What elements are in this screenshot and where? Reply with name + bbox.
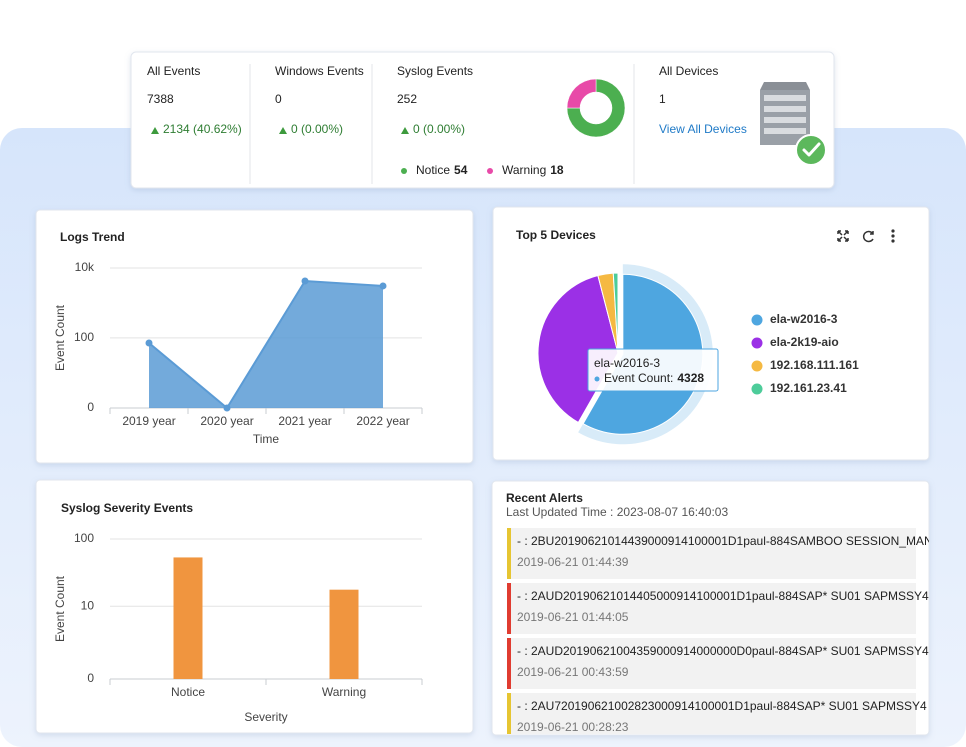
stat-value: 7388 bbox=[147, 92, 174, 106]
alert-item[interactable]: - : 2AUD20190621004359000914000000D0paul… bbox=[507, 638, 962, 689]
server-icon bbox=[760, 82, 827, 166]
legend-marker bbox=[751, 337, 763, 349]
y-tick-label: 100 bbox=[74, 531, 94, 545]
up-arrow bbox=[401, 127, 409, 134]
stat-change: 0 (0.00%) bbox=[413, 122, 465, 136]
tooltip-label: Event Count: bbox=[604, 371, 673, 385]
legend-value: 18 bbox=[550, 163, 564, 177]
chart-title: Top 5 Devices bbox=[516, 228, 596, 242]
x-axis-label: Time bbox=[253, 432, 280, 446]
donut-slice bbox=[566, 78, 626, 138]
alert-severity-bar bbox=[507, 583, 511, 634]
stat-change: 2134 (40.62%) bbox=[163, 122, 242, 136]
data-point bbox=[223, 404, 231, 412]
alert-severity-bar bbox=[507, 693, 511, 734]
stat-value: 252 bbox=[397, 92, 417, 106]
alerts-updated: Last Updated Time : 2023-08-07 16:40:03 bbox=[506, 505, 728, 519]
stat-label: All Devices bbox=[659, 64, 718, 78]
legend-value: 54 bbox=[454, 163, 468, 177]
stat-label: All Events bbox=[147, 64, 200, 78]
alert-item[interactable]: - : 2BU20190621014439000914100001D1paul-… bbox=[507, 528, 951, 579]
alert-time: 2019-06-21 01:44:39 bbox=[517, 555, 629, 569]
chart-title: Syslog Severity Events bbox=[61, 501, 193, 515]
y-axis-label: Event Count bbox=[53, 575, 67, 642]
alert-time: 2019-06-21 01:44:05 bbox=[517, 610, 629, 624]
y-axis-label: Event Count bbox=[53, 304, 67, 371]
y-tick-label: 10k bbox=[75, 260, 95, 274]
pie-slice bbox=[612, 272, 619, 354]
y-tick-label: 0 bbox=[87, 400, 94, 414]
legend-label: 192.161.23.41 bbox=[770, 381, 847, 395]
refresh-icon[interactable] bbox=[862, 230, 874, 243]
alert-text: - : 2AU720190621002823000914100001D1paul… bbox=[517, 699, 960, 713]
legend-label: ela-w2016-3 bbox=[770, 312, 838, 326]
alert-background bbox=[507, 528, 916, 579]
x-tick-label: 2022 year bbox=[356, 414, 409, 428]
expand-icon[interactable] bbox=[837, 230, 849, 242]
bar bbox=[329, 589, 359, 679]
data-point bbox=[301, 277, 309, 285]
area-fill bbox=[149, 281, 383, 408]
alert-background bbox=[507, 583, 916, 634]
stat-value: 1 bbox=[659, 92, 666, 106]
alerts-title: Recent Alerts bbox=[506, 491, 583, 505]
alert-text: - : 2BU20190621014439000914100001D1paul-… bbox=[517, 534, 951, 548]
chart-title: Logs Trend bbox=[60, 230, 125, 244]
alert-item[interactable]: - : 2AU720190621002823000914100001D1paul… bbox=[507, 693, 960, 744]
alert-text: - : 2AUD20190621004359000914000000D0paul… bbox=[517, 644, 962, 658]
legend-marker bbox=[751, 314, 763, 326]
legend-label: ela-2k19-aio bbox=[770, 335, 839, 349]
legend-marker bbox=[751, 360, 763, 372]
alert-background bbox=[507, 638, 916, 689]
tooltip-marker bbox=[594, 376, 600, 382]
summary-card bbox=[130, 51, 835, 189]
tooltip-box bbox=[587, 348, 719, 392]
legend-label: 192.168.111.161 bbox=[770, 358, 859, 372]
donut-slice bbox=[566, 78, 597, 109]
legend-marker bbox=[487, 168, 493, 174]
legend-marker bbox=[401, 168, 407, 174]
alert-time: 2019-06-21 00:43:59 bbox=[517, 665, 629, 679]
stat-change: 0 (0.00%) bbox=[291, 122, 343, 136]
area-line bbox=[148, 279, 384, 410]
alert-severity-bar bbox=[507, 638, 511, 689]
alert-list: - : 2BU20190621014439000914100001D1paul-… bbox=[507, 528, 962, 744]
tooltip-value: 4328 bbox=[677, 371, 704, 385]
alert-item[interactable]: - : 2AUD20190621014405000914100001D1paul… bbox=[507, 583, 962, 634]
stat-value: 0 bbox=[275, 92, 282, 106]
tooltip-name: ela-w2016-3 bbox=[594, 356, 660, 370]
x-tick-label: Warning bbox=[322, 685, 366, 699]
up-arrow bbox=[151, 127, 159, 134]
data-point bbox=[379, 282, 387, 290]
stat-label: Windows Events bbox=[275, 64, 364, 78]
x-tick-label: Notice bbox=[171, 685, 205, 699]
panel-tools[interactable] bbox=[837, 229, 895, 243]
alert-text: - : 2AUD20190621014405000914100001D1paul… bbox=[517, 589, 962, 603]
stat-label: Syslog Events bbox=[397, 64, 473, 78]
data-point bbox=[145, 339, 153, 347]
legend-label: Notice bbox=[416, 163, 450, 177]
y-tick-label: 0 bbox=[87, 671, 94, 685]
legend-marker bbox=[751, 383, 763, 395]
alert-time: 2019-06-21 00:28:23 bbox=[517, 720, 629, 734]
x-tick-label: 2021 year bbox=[278, 414, 331, 428]
x-tick-label: 2020 year bbox=[200, 414, 253, 428]
x-tick-label: 2019 year bbox=[122, 414, 175, 428]
menu-icon[interactable] bbox=[891, 229, 895, 243]
up-arrow bbox=[279, 127, 287, 134]
x-axis-label: Severity bbox=[244, 710, 287, 724]
alert-severity-bar bbox=[507, 528, 511, 579]
alert-background bbox=[507, 693, 916, 734]
bar bbox=[173, 557, 203, 679]
legend-label: Warning bbox=[502, 163, 546, 177]
y-tick-label: 10 bbox=[81, 598, 95, 612]
view-devices-link[interactable]: View All Devices bbox=[659, 122, 747, 136]
y-tick-label: 100 bbox=[74, 330, 94, 344]
